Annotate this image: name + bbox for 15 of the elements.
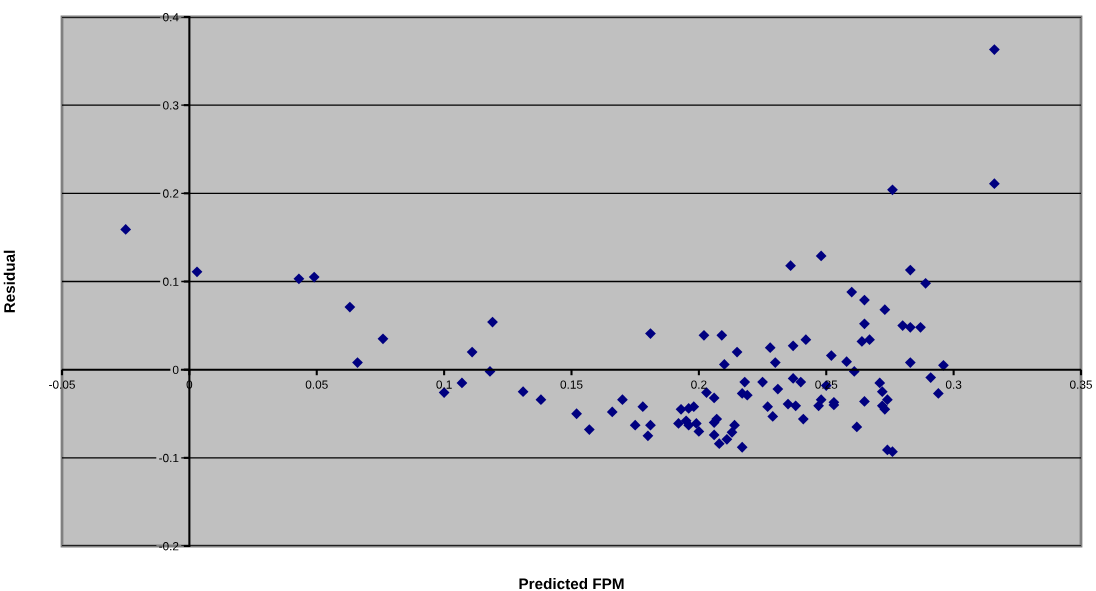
x-tick-label: 0.2	[691, 380, 707, 389]
x-axis-title: Predicted FPM	[519, 578, 624, 590]
y-tick-label: 0.4	[163, 13, 179, 22]
y-axis-title: Residual	[3, 250, 15, 313]
y-tick-label: 0.2	[163, 189, 179, 198]
y-tick-label: 0.3	[163, 101, 179, 110]
x-tick-label: 0.3	[945, 380, 962, 389]
x-tick-label: 0.05	[305, 380, 328, 389]
y-tick-label: 0	[172, 365, 179, 375]
y-tick-label: -0.1	[159, 453, 179, 463]
x-tick-label: 0.1	[436, 380, 452, 389]
x-tick-label: -0.05	[49, 380, 75, 389]
y-tick-label: 0.1	[163, 277, 179, 286]
x-tick-label: 0.15	[560, 380, 583, 389]
x-tick-label: 0.35	[1069, 380, 1092, 389]
